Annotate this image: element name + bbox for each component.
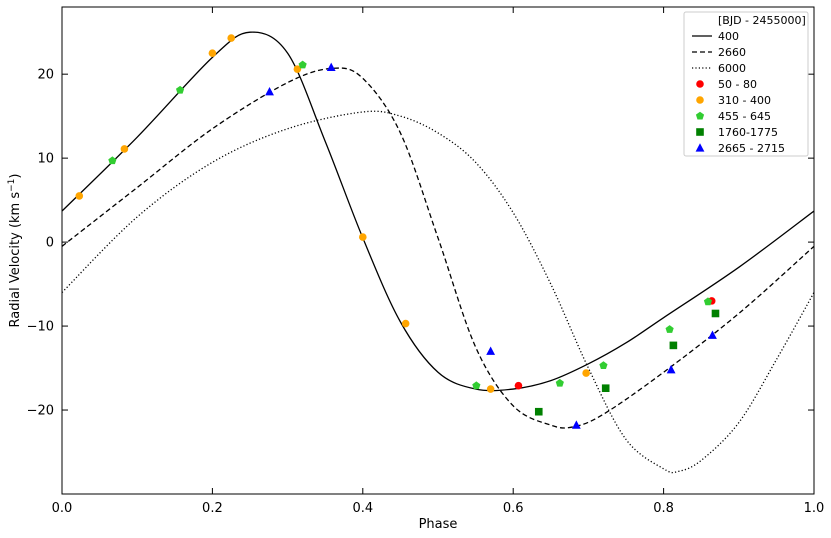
axes-frame: [61, 6, 815, 495]
data-point: [534, 407, 543, 416]
data-point: [108, 156, 117, 165]
plot-area: [62, 31, 814, 474]
y-tick-label: 0: [46, 236, 54, 251]
x-tick-label: 0.4: [352, 501, 373, 516]
data-point: [208, 49, 217, 57]
data-point: [298, 60, 307, 69]
y-tick-label: −20: [27, 404, 54, 419]
data-point: [669, 341, 678, 350]
x-tick-label: 1.0: [804, 501, 825, 516]
data-point: [599, 361, 608, 370]
legend-label: 6000: [718, 62, 746, 75]
y-tick-label: −10: [27, 320, 54, 335]
data-point: [514, 381, 523, 390]
y-axis-title-end: ): [8, 174, 23, 179]
x-axis-title: Phase: [419, 517, 458, 532]
x-tick-label: 0.6: [503, 501, 524, 516]
data-point: [175, 85, 185, 94]
data-point: [120, 145, 129, 153]
legend-marker: [696, 96, 704, 104]
data-point: [227, 34, 235, 42]
legend-label: 2665 - 2715: [718, 142, 785, 155]
data-point: [75, 192, 84, 200]
legend-items: 400 2660 6000 50 - 80 310 - 400 455 - 645 1760…: [692, 30, 785, 155]
legend-marker: [695, 143, 705, 152]
data-point: [359, 233, 367, 241]
legend-box: [683, 11, 809, 157]
legend-title: [BJD - 2455000]: [718, 14, 806, 27]
legend-label: 310 - 400: [718, 94, 771, 107]
legend-marker: [696, 80, 704, 88]
y-tick-label: 20: [37, 68, 54, 83]
y-axis-title: Radial Velocity (km s−1): [7, 174, 23, 328]
legend-label: 50 - 80: [718, 78, 757, 91]
legend-label: 400: [718, 30, 739, 43]
data-point: [265, 87, 274, 96]
axes: [61, 6, 815, 495]
data-point: [582, 369, 590, 377]
data-point: [665, 325, 674, 333]
data-point: [711, 309, 720, 318]
tick-marks: 0.0 0.2 0.4 0.6 0.8 1.0 −20 −10 0 10 20: [27, 7, 825, 516]
legend-marker: [696, 128, 704, 136]
data-point: [326, 62, 336, 72]
legend: [BJD - 2455000] 400 2660 6000 50 - 80 310 - …: [683, 11, 809, 157]
data-point: [486, 346, 496, 355]
data-point: [708, 330, 717, 339]
legend-label: 1760-1775: [718, 126, 778, 139]
y-axis-title-main: Radial Velocity (km s: [8, 192, 23, 328]
x-tick-label: 0.0: [52, 501, 73, 516]
legend-label: 2660: [718, 46, 746, 59]
data-point: [703, 297, 713, 306]
data-point: [401, 319, 410, 328]
model-curve-6000: [62, 110, 814, 474]
model-curve-400: [62, 31, 814, 392]
data-point: [486, 385, 495, 393]
legend-label: 455 - 645: [718, 110, 771, 123]
model-curve-2660: [62, 67, 814, 429]
data-point: [293, 65, 302, 73]
x-tick-label: 0.8: [653, 501, 674, 516]
data-point: [571, 420, 581, 429]
data-point: [601, 384, 610, 393]
data-point: [666, 364, 676, 374]
y-axis-title-sup: −1: [7, 179, 17, 192]
data-point: [555, 378, 564, 387]
plot-content: [62, 31, 814, 474]
x-tick-label: 0.2: [202, 501, 223, 516]
legend-marker: [695, 111, 705, 120]
data-point: [472, 381, 481, 390]
y-tick-label: 10: [37, 152, 54, 167]
